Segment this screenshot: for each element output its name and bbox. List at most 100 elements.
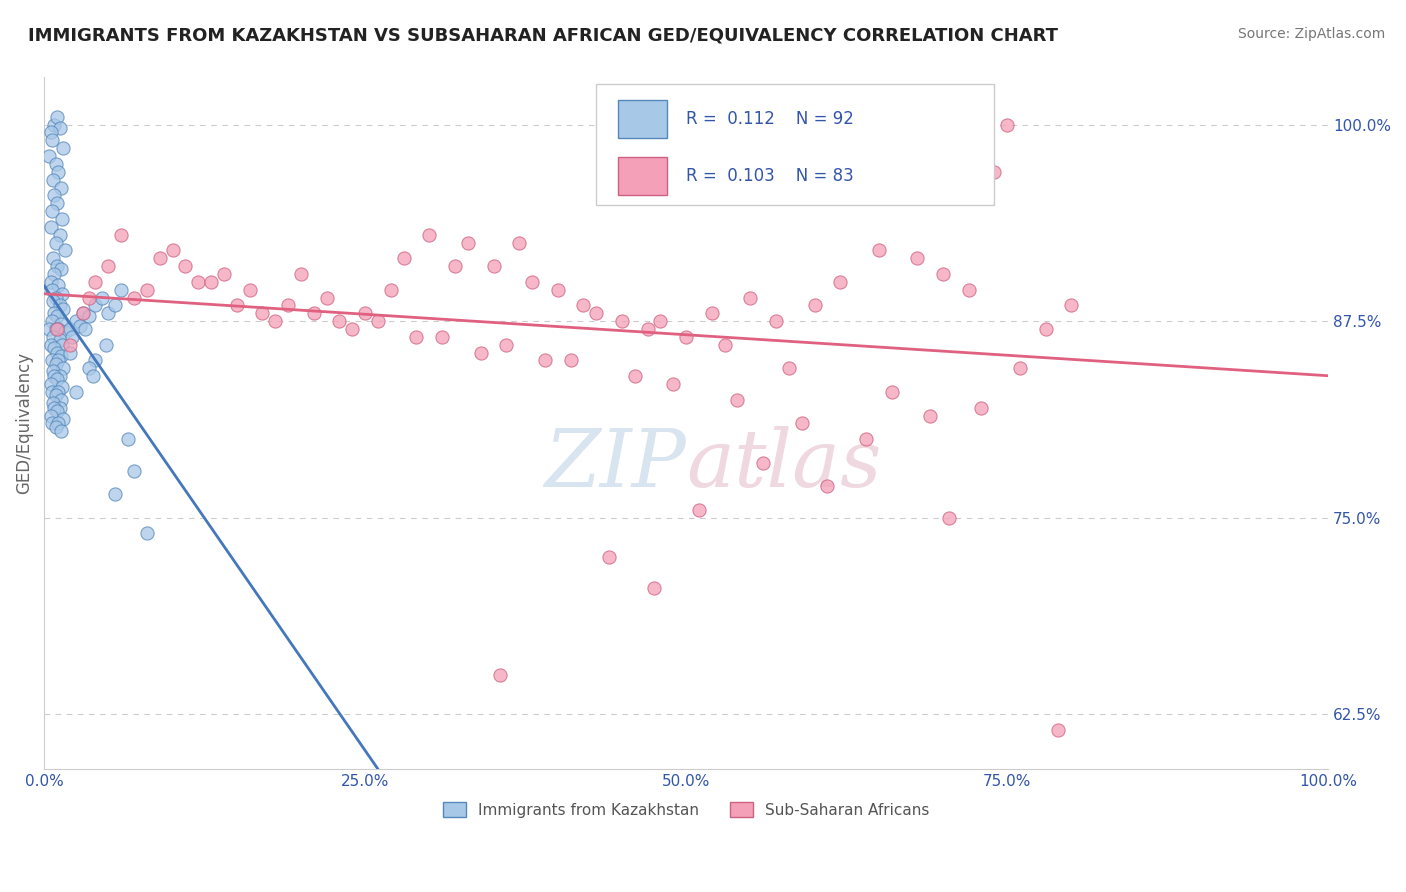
Point — [252, 306, 274, 320]
Point — [46, 372, 69, 386]
Point — [65, 384, 87, 399]
Point — [49, 318, 72, 332]
Point — [39, 377, 62, 392]
Point — [59, 322, 82, 336]
Point — [90, 291, 112, 305]
Point — [46, 110, 69, 124]
Point — [45, 419, 67, 434]
FancyBboxPatch shape — [596, 85, 994, 205]
Point — [803, 298, 825, 312]
Point — [855, 432, 877, 446]
Point — [77, 361, 100, 376]
Point — [110, 283, 132, 297]
Point — [547, 283, 569, 297]
Point — [41, 314, 63, 328]
Point — [75, 322, 97, 336]
Point — [489, 668, 512, 682]
Point — [623, 369, 645, 384]
Point — [42, 252, 65, 266]
Legend: Immigrants from Kazakhstan, Sub-Saharan Africans: Immigrants from Kazakhstan, Sub-Saharan … — [437, 796, 935, 824]
Text: R =  0.112    N = 92: R = 0.112 N = 92 — [686, 110, 853, 128]
Point — [405, 330, 427, 344]
Point — [45, 291, 67, 305]
Point — [520, 275, 543, 289]
Point — [830, 275, 852, 289]
Point — [45, 388, 67, 402]
Point — [45, 235, 67, 250]
Point — [560, 353, 582, 368]
Point — [72, 306, 94, 320]
Point — [380, 283, 402, 297]
Point — [457, 235, 479, 250]
Point — [41, 133, 63, 147]
Point — [713, 337, 735, 351]
Point — [46, 165, 69, 179]
Point — [38, 322, 60, 336]
Point — [39, 126, 62, 140]
Point — [778, 361, 800, 376]
Point — [41, 283, 63, 297]
Point — [41, 384, 63, 399]
Point — [104, 487, 127, 501]
Point — [752, 456, 775, 470]
Point — [162, 244, 184, 258]
Point — [49, 424, 72, 438]
Point — [508, 235, 530, 250]
Point — [122, 291, 145, 305]
Point — [495, 337, 517, 351]
Point — [534, 353, 557, 368]
Point — [482, 259, 505, 273]
Point — [135, 283, 157, 297]
Point — [46, 196, 69, 211]
Point — [97, 306, 120, 320]
Point — [51, 287, 73, 301]
Point — [110, 227, 132, 242]
Point — [315, 291, 337, 305]
Point — [868, 244, 890, 258]
Point — [51, 380, 73, 394]
Point — [1047, 723, 1070, 737]
Point — [983, 165, 1005, 179]
Point — [49, 349, 72, 363]
Point — [46, 322, 69, 336]
Point — [48, 401, 70, 415]
Point — [187, 275, 209, 289]
Point — [842, 118, 865, 132]
Point — [765, 314, 787, 328]
Point — [290, 267, 312, 281]
Point — [52, 361, 75, 376]
Point — [41, 417, 63, 431]
Point — [45, 357, 67, 371]
Point — [49, 180, 72, 194]
Point — [44, 118, 66, 132]
Point — [48, 369, 70, 384]
Point — [354, 306, 377, 320]
Point — [44, 306, 66, 320]
Point — [52, 301, 75, 316]
Point — [342, 322, 364, 336]
Point — [277, 298, 299, 312]
Point — [44, 188, 66, 202]
Point — [59, 345, 82, 359]
Point — [94, 337, 117, 351]
Point — [84, 353, 107, 368]
Point — [53, 325, 76, 339]
Point — [938, 510, 960, 524]
Point — [59, 337, 82, 351]
Point — [610, 314, 633, 328]
Text: ZIP: ZIP — [544, 426, 686, 504]
Point — [815, 479, 838, 493]
Point — [49, 262, 72, 277]
Point — [48, 227, 70, 242]
Text: Source: ZipAtlas.com: Source: ZipAtlas.com — [1237, 27, 1385, 41]
Point — [945, 118, 967, 132]
Point — [367, 314, 389, 328]
Point — [932, 267, 955, 281]
Point — [44, 267, 66, 281]
Point — [39, 219, 62, 234]
Point — [44, 401, 66, 415]
Point — [637, 322, 659, 336]
Point — [200, 275, 222, 289]
Point — [122, 464, 145, 478]
Point — [970, 401, 993, 415]
